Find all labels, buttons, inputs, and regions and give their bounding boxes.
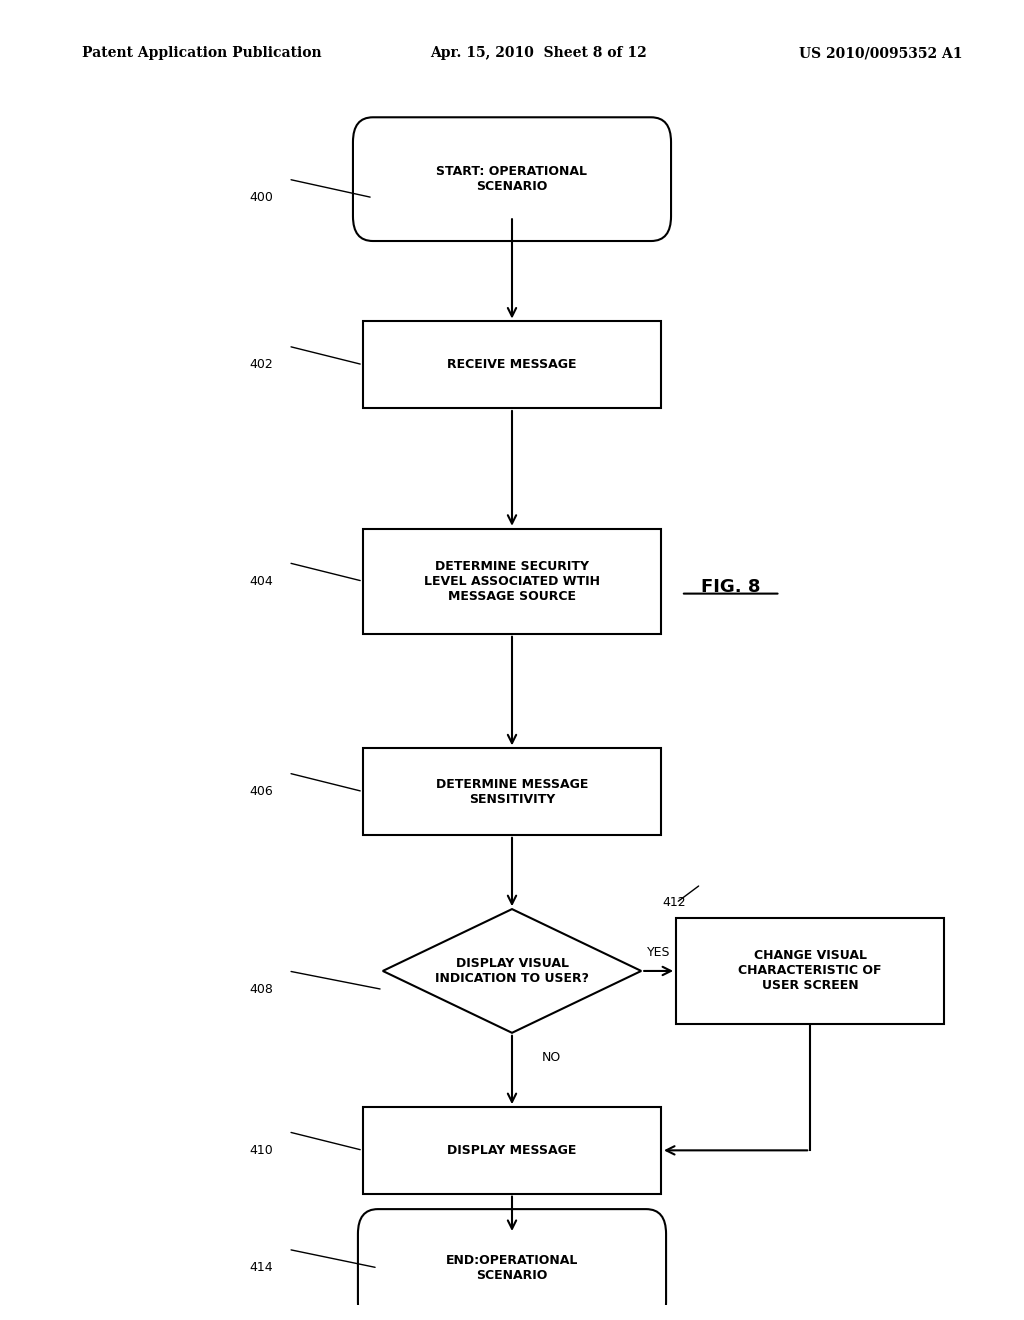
Text: DISPLAY VISUAL
INDICATION TO USER?: DISPLAY VISUAL INDICATION TO USER?	[435, 957, 589, 985]
Text: 400: 400	[250, 191, 273, 205]
Text: NO: NO	[542, 1051, 561, 1064]
Text: 406: 406	[250, 785, 273, 799]
Text: START: OPERATIONAL
SCENARIO: START: OPERATIONAL SCENARIO	[436, 165, 588, 193]
FancyBboxPatch shape	[358, 1209, 666, 1320]
Text: RECEIVE MESSAGE: RECEIVE MESSAGE	[447, 358, 577, 371]
Text: US 2010/0095352 A1: US 2010/0095352 A1	[799, 46, 963, 61]
Text: 410: 410	[250, 1144, 273, 1156]
Text: 408: 408	[250, 983, 273, 997]
Text: 402: 402	[250, 358, 273, 371]
Text: END:OPERATIONAL
SCENARIO: END:OPERATIONAL SCENARIO	[445, 1254, 579, 1282]
FancyBboxPatch shape	[353, 117, 671, 242]
Polygon shape	[383, 909, 641, 1032]
Text: 414: 414	[250, 1262, 273, 1274]
FancyBboxPatch shape	[362, 748, 662, 834]
Text: CHANGE VISUAL
CHARACTERISTIC OF
USER SCREEN: CHANGE VISUAL CHARACTERISTIC OF USER SCR…	[738, 949, 882, 993]
Text: DETERMINE MESSAGE
SENSITIVITY: DETERMINE MESSAGE SENSITIVITY	[436, 777, 588, 805]
Text: 412: 412	[663, 896, 686, 909]
Text: FIG. 8: FIG. 8	[701, 578, 761, 597]
Text: YES: YES	[647, 945, 671, 958]
FancyBboxPatch shape	[676, 919, 944, 1023]
Text: DETERMINE SECURITY
LEVEL ASSOCIATED WTIH
MESSAGE SOURCE: DETERMINE SECURITY LEVEL ASSOCIATED WTIH…	[424, 560, 600, 603]
Text: 404: 404	[250, 574, 273, 587]
Text: Patent Application Publication: Patent Application Publication	[82, 46, 322, 61]
FancyBboxPatch shape	[362, 528, 662, 634]
Text: Apr. 15, 2010  Sheet 8 of 12: Apr. 15, 2010 Sheet 8 of 12	[430, 46, 647, 61]
FancyBboxPatch shape	[362, 1107, 662, 1193]
Text: DISPLAY MESSAGE: DISPLAY MESSAGE	[447, 1144, 577, 1156]
FancyBboxPatch shape	[362, 322, 662, 408]
